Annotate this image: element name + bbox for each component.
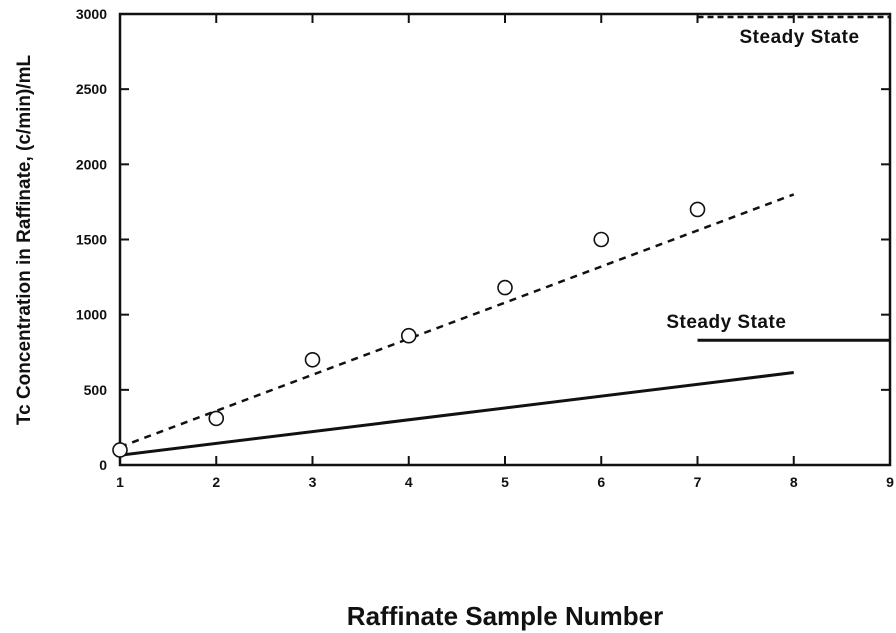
- y-tick-label-3: 1500: [76, 232, 107, 248]
- data-point-7: [689, 201, 706, 218]
- data-point-6: [593, 231, 610, 248]
- annotations: Steady State Steady State: [666, 27, 859, 333]
- data-point-5: [497, 279, 513, 296]
- y-tick-label-2: 1000: [76, 307, 107, 323]
- y-tick-label-1: 500: [84, 382, 108, 398]
- y-tick-label-5: 2500: [76, 81, 107, 97]
- x-tick-label-1: 2: [212, 474, 220, 490]
- y-tick-label-6: 3000: [76, 6, 107, 22]
- x-axis-ticks: 1 2 3 4 5 6 7 8 9: [116, 14, 894, 490]
- y-axis-ticks: 0 500 1000 1500 2000 2500 3000: [76, 6, 890, 473]
- x-tick-label-4: 5: [501, 474, 509, 490]
- x-tick-label-0: 1: [116, 474, 124, 490]
- data-point-1: [112, 442, 128, 458]
- y-tick-label-4: 2000: [76, 156, 107, 172]
- x-tick-label-7: 8: [790, 474, 798, 490]
- x-tick-label-2: 3: [309, 474, 317, 490]
- steady-state-label-dashed: Steady State: [740, 27, 860, 48]
- y-axis-title: Tc Concentration in Raffinate, (c/min)/m…: [14, 55, 35, 426]
- x-tick-label-5: 6: [597, 474, 605, 490]
- plot-frame: [118, 12, 892, 467]
- data-point-3: [304, 351, 321, 368]
- y-tick-label-0: 0: [99, 457, 107, 473]
- x-tick-label-3: 4: [405, 474, 413, 490]
- x-tick-label-8: 9: [886, 474, 894, 490]
- data-points: [112, 201, 706, 458]
- x-tick-label-6: 7: [694, 474, 702, 490]
- data-point-4: [400, 327, 417, 344]
- dashed-trend-line: [119, 193, 795, 449]
- steady-state-lines: [697, 15, 890, 342]
- series-lines: [119, 193, 795, 457]
- x-axis-title: Raffinate Sample Number: [347, 601, 663, 631]
- steady-state-label-solid: Steady State: [666, 312, 786, 333]
- solid-trend-line: [119, 371, 794, 457]
- data-point-2: [208, 410, 225, 427]
